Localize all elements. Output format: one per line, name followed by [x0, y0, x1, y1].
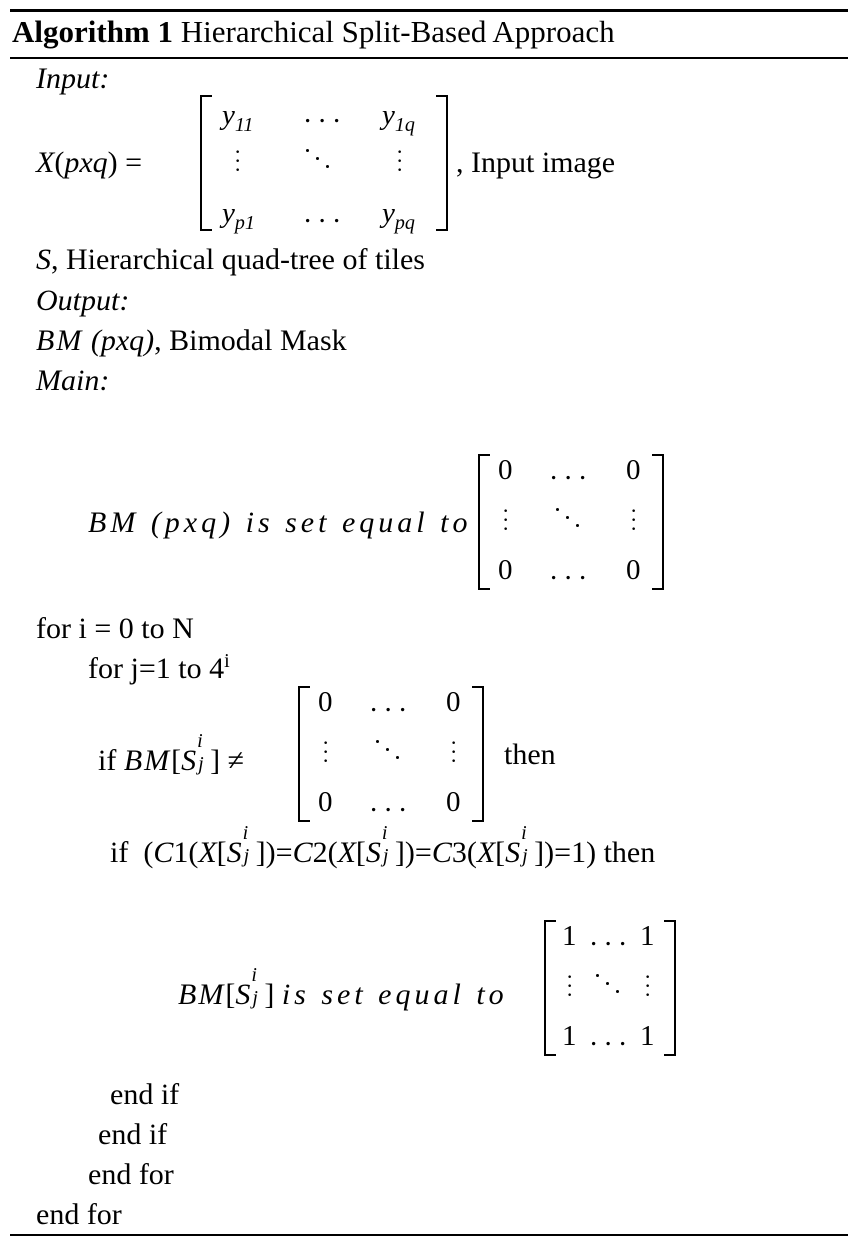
matrix-cell-zero: 0: [626, 454, 641, 486]
input-image-desc: , Input image: [456, 146, 616, 179]
matrix-cell-vdots: · · ·: [644, 964, 652, 1007]
end-if-inner: end if: [110, 1078, 180, 1111]
matrix-cell-one: 1: [562, 920, 577, 952]
matrix-cell-hdots: . . .: [370, 686, 407, 718]
if2-keyword: if: [110, 836, 129, 869]
algorithm-title: Hierarchical Split-Based Approach: [180, 14, 615, 49]
assign-line: BM[S i j] is set equal to: [178, 964, 508, 1011]
matrix-cell-zero: 0: [318, 786, 333, 818]
zero-matrix-condition: 0 . . . 0 · · · · · · 0 . . . 0: [298, 686, 484, 822]
matrix-cell-hdots: . . .: [550, 554, 587, 586]
if1-keyword: if: [98, 744, 117, 777]
caption-rule: [10, 57, 848, 59]
matrix-cell-ypq: ypq: [382, 197, 415, 234]
matrix-cell-vdots: · · ·: [502, 498, 510, 541]
matrix-cell-hdots: . . .: [370, 786, 407, 818]
matrix-cell-hdots: . . .: [550, 454, 587, 486]
input-heading: Input:: [36, 62, 110, 95]
for-j-prefix: for j=1 to 4: [88, 652, 225, 685]
for-i-line: for i = 0 to N: [36, 612, 194, 645]
end-if-outer: end if: [98, 1118, 168, 1151]
assign-op: is set equal to: [281, 978, 508, 1011]
output-line: BM (pxq), Bimodal Mask: [36, 324, 347, 357]
for-j-exponent: i: [224, 650, 230, 672]
matrix-cell-vdots: · · ·: [322, 730, 330, 773]
matrix-cell-ddots: [304, 143, 334, 179]
matrix-cell-hdots: . . .: [304, 97, 341, 129]
if-bm-line: if BM[S i j] ≠: [98, 730, 245, 777]
matrix-cell-ddots: [374, 734, 404, 770]
algorithm-caption: Algorithm 1 Hierarchical Split-Based App…: [12, 14, 615, 50]
if1-then: then: [504, 738, 556, 771]
matrix-cell-yp1: yp1: [222, 197, 255, 234]
matrix-cell-one: 1: [640, 1020, 655, 1052]
matrix-cell-hdots: . . .: [304, 197, 341, 229]
matrix-cell-zero: 0: [626, 554, 641, 586]
matrix-cell-ddots: [554, 502, 584, 538]
algorithm-label: Algorithm 1: [12, 14, 174, 49]
if-criteria-line: if (C1(X[S i j])=C2(X[S i j])=C3(X[S i j])=1) …: [110, 822, 656, 869]
matrix-cell-vdots: · · ·: [566, 964, 574, 1007]
end-for-outer: end for: [36, 1198, 122, 1231]
output-bm: BM: [36, 324, 84, 357]
output-heading: Output:: [36, 284, 130, 317]
if2-then: then: [603, 836, 656, 869]
input-matrix-lhs: X(pxq) =: [36, 146, 143, 179]
matrix-cell-hdots: . . .: [590, 1020, 627, 1052]
ones-matrix: 1 . . . 1 · · · · · · 1 . . . 1: [544, 920, 676, 1056]
matrix-cell-vdots: · · ·: [234, 139, 242, 182]
init-lhs: BM (pxq): [88, 506, 235, 539]
matrix-cell-zero: 0: [446, 686, 461, 718]
output-desc: , Bimodal Mask: [154, 324, 347, 357]
s-desc: , Hierarchical quad-tree of tiles: [51, 243, 425, 276]
matrix-cell-vdots: · · ·: [630, 498, 638, 541]
matrix-cell-zero: 0: [498, 554, 513, 586]
init-op: is set equal to: [245, 506, 472, 539]
matrix-cell-vdots: · · ·: [450, 730, 458, 773]
zero-matrix-init: 0 . . . 0 · · · · · · 0 . . . 0: [478, 454, 664, 590]
bottom-rule: [10, 1234, 848, 1236]
matrix-cell-ddots: [594, 968, 624, 1004]
matrix-cell-zero: 0: [446, 786, 461, 818]
matrix-cell-zero: 0: [498, 454, 513, 486]
matrix-cell-y1q: y1q: [382, 99, 415, 136]
matrix-cell-one: 1: [640, 920, 655, 952]
input-matrix: y11 . . . y1q · · · · · · yp1 . . . ypq: [200, 95, 448, 234]
s-variable: S: [36, 243, 51, 276]
matrix-cell-one: 1: [562, 1020, 577, 1052]
matrix-cell-vdots: · · ·: [396, 139, 404, 182]
end-for-inner: end for: [88, 1158, 174, 1191]
input-s-line: S, Hierarchical quad-tree of tiles: [36, 245, 425, 275]
main-heading: Main:: [36, 364, 110, 397]
top-rule: [10, 9, 848, 12]
matrix-cell-zero: 0: [318, 686, 333, 718]
matrix-cell-y11: y11: [222, 99, 254, 136]
init-line: BM (pxq) is set equal to: [88, 508, 471, 538]
for-j-line: for j=1 to 4i: [88, 651, 230, 685]
matrix-cell-hdots: . . .: [590, 920, 627, 952]
